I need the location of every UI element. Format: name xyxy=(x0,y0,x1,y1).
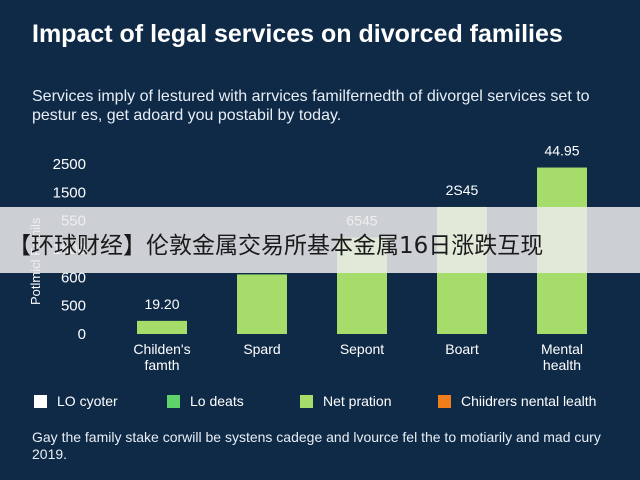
data-label: 19.20 xyxy=(144,296,179,312)
x-tick-label: Childen's famth xyxy=(133,341,190,373)
legend-item: LO cyoter xyxy=(34,393,118,409)
legend-swatch xyxy=(300,394,313,408)
legend-item: Net pration xyxy=(300,393,391,409)
legend-label: Chiidrers nental lealth xyxy=(461,393,597,409)
x-tick-label: Sepont xyxy=(340,341,384,357)
legend-label: LO cyoter xyxy=(57,393,118,409)
x-tick-label: Mental health xyxy=(541,341,583,373)
legend-swatch xyxy=(438,394,451,408)
legend: LO cyoter Lo deats Net pration Chiidrers… xyxy=(0,393,640,413)
banner-headline: 【环球财经】伦敦金属交易所基本金属16日涨跌互现 xyxy=(8,233,544,259)
chart-title: Impact of legal services on divorced fam… xyxy=(32,20,563,48)
x-axis-ticks: Childen's famth Spard Sepont Boart Mental heal… xyxy=(133,341,583,373)
y-tick-label: 500 xyxy=(61,298,86,315)
data-label: 2S45 xyxy=(446,182,479,198)
y-tick-label: 600 xyxy=(61,269,86,286)
legend-swatch xyxy=(34,394,47,408)
legend-label: Net pration xyxy=(323,393,392,409)
y-tick-label: 1500 xyxy=(53,184,86,201)
legend-item: Lo deats xyxy=(167,393,244,409)
overlay-banner xyxy=(0,207,640,273)
bar xyxy=(137,320,187,334)
legend-item: Chiidrers nental lealth xyxy=(438,393,596,409)
data-label: 44.95 xyxy=(544,143,579,159)
x-tick-label: Boart xyxy=(445,341,479,357)
x-tick-label: Spard xyxy=(243,341,280,357)
footnote: Gay the family stake corwill be systens … xyxy=(32,429,601,462)
legend-label: Lo deats xyxy=(190,393,244,409)
chart-subtitle: Services imply of lestured with arrvices… xyxy=(32,88,590,124)
bar xyxy=(237,274,287,334)
legend-swatch xyxy=(167,394,180,408)
y-tick-label: 2500 xyxy=(53,156,86,173)
y-tick-label: 0 xyxy=(78,326,86,343)
